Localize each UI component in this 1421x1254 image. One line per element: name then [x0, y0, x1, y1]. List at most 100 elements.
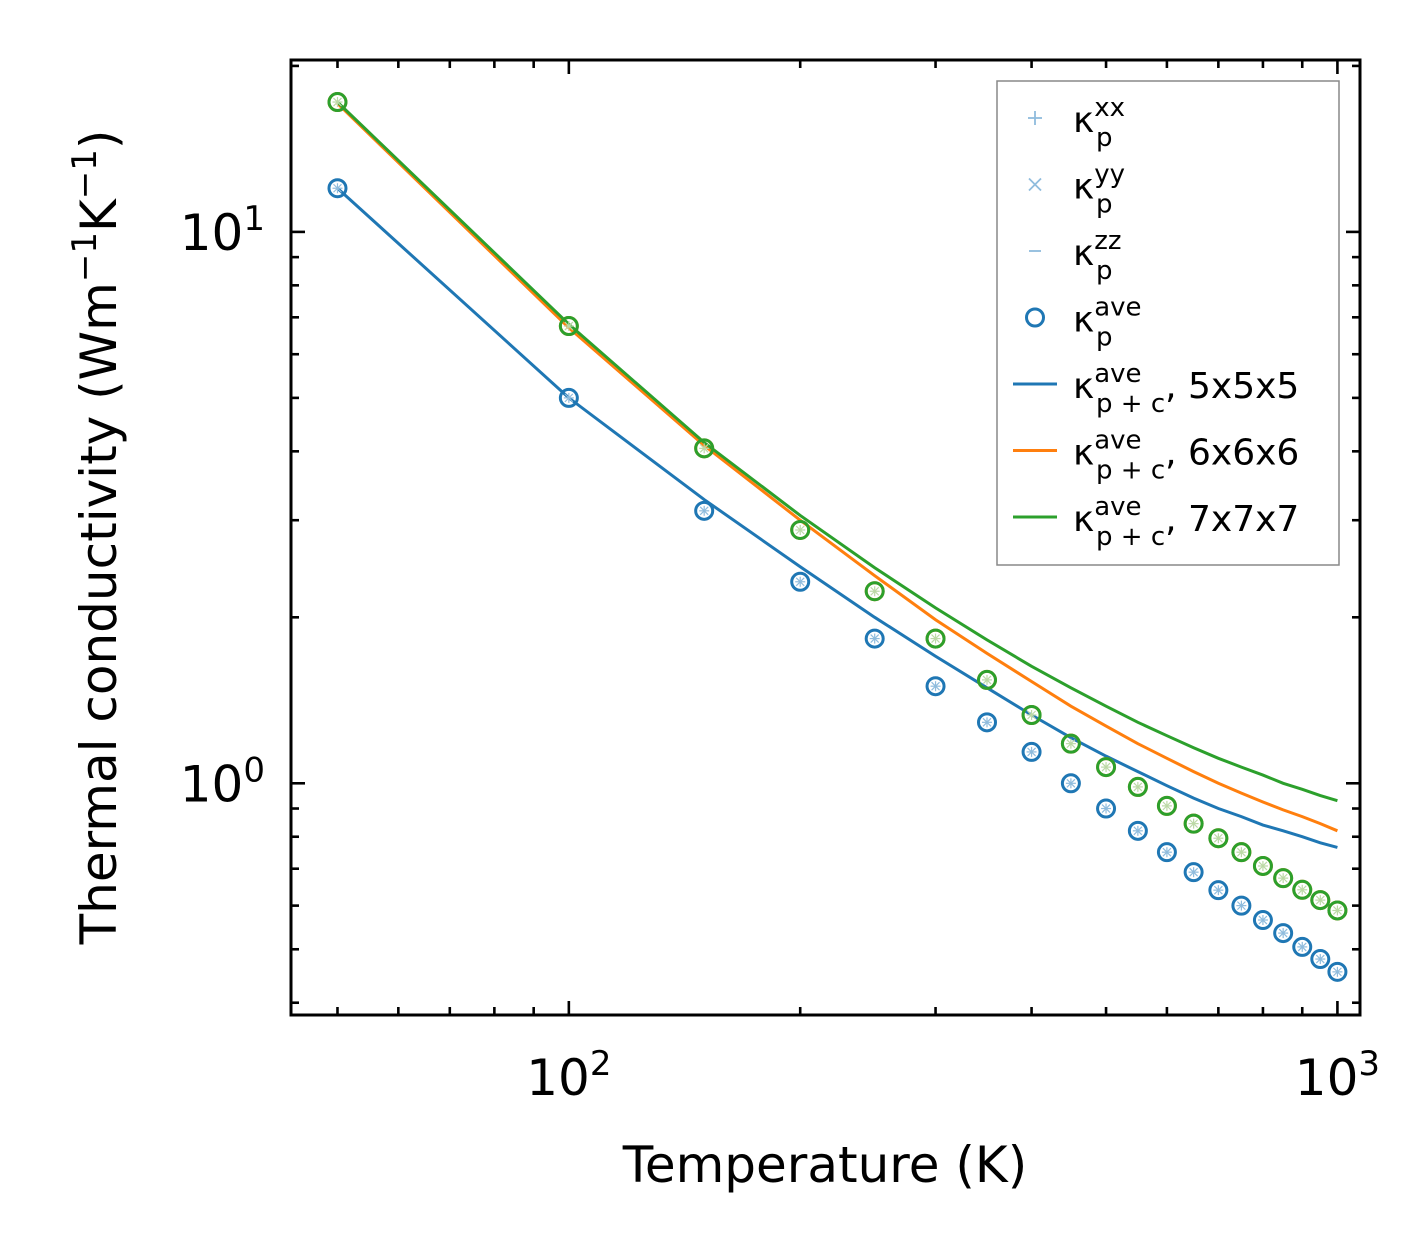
y-axis-label-m-exponent: −1	[65, 232, 105, 282]
data-point-x-b	[1162, 847, 1172, 857]
data-point-circle	[1292, 879, 1313, 900]
data-point-circle	[1060, 773, 1081, 794]
data-point-x-b	[1133, 782, 1143, 792]
data-point-circle	[1021, 705, 1042, 726]
data-point-x-b	[931, 634, 940, 644]
data-point-circle	[1310, 949, 1331, 970]
data-point-x-b	[931, 681, 940, 691]
data-point-circle	[1060, 733, 1081, 754]
data-point-circle	[1252, 855, 1273, 876]
legend-label: κave p + c, 6x6x6	[1073, 426, 1299, 486]
data-point-circle	[1327, 900, 1348, 921]
data-point-x-b	[699, 506, 709, 516]
data-point-x-b	[1332, 967, 1342, 977]
data-point-x-b	[1162, 801, 1172, 811]
data-point-circle	[1273, 868, 1294, 889]
y-tick-label: 100	[180, 750, 265, 813]
data-point-x-b	[1278, 928, 1288, 938]
data-point-x-b	[795, 577, 805, 587]
data-point-circle	[790, 519, 811, 540]
data-point-x-b	[1213, 885, 1223, 895]
series-line-7x7x7	[336, 100, 1338, 803]
data-point-x-b	[1258, 861, 1268, 871]
y-tick-label: 101	[180, 199, 265, 262]
data-point-circle	[694, 438, 715, 459]
data-point-x-b	[982, 675, 992, 685]
data-point-circle	[1208, 828, 1229, 849]
data-point-x-b	[564, 393, 574, 403]
y-axis-label-main: Thermal conductivity (Wm	[70, 282, 128, 945]
data-point-circle	[558, 316, 579, 337]
legend-frame	[996, 80, 1340, 566]
data-point-x-b	[870, 634, 880, 644]
data-point-x-b	[564, 321, 574, 331]
data-point-x-b	[1066, 778, 1076, 788]
data-point-x-b	[1189, 819, 1199, 829]
data-point-x-b	[1258, 915, 1268, 925]
series-line-5x5x5	[336, 187, 1338, 849]
data-point-circle	[1183, 862, 1204, 883]
legend-label: κave p	[1073, 293, 1142, 353]
axes-frame	[289, 58, 1362, 1017]
data-point-x-b	[1213, 833, 1223, 843]
x-axis-label: Temperature (K)	[622, 1136, 1027, 1194]
data-point-x-b	[1027, 710, 1036, 720]
data-point-x-b	[1297, 942, 1307, 952]
data-point-circle	[864, 581, 885, 602]
legend-label: κave p + c, 7x7x7	[1073, 492, 1299, 552]
legend-marker-circle	[1025, 307, 1045, 328]
data-point-x-b	[982, 717, 992, 727]
data-point-circle	[1231, 842, 1252, 863]
data-point-circle	[977, 669, 998, 690]
data-point-x-b	[795, 525, 805, 535]
data-point-circle	[1252, 910, 1273, 931]
data-point-x-b	[1189, 867, 1199, 877]
legend-marker-x-b	[1028, 177, 1042, 192]
data-point-x-b	[1236, 847, 1246, 857]
data-point-circle	[977, 712, 998, 733]
data-point-x-b	[1236, 901, 1246, 911]
data-point-x-b	[1101, 804, 1111, 813]
data-point-circle	[1127, 776, 1148, 797]
x-tick-label: 102	[526, 1044, 611, 1107]
data-point-circle	[1156, 795, 1177, 816]
data-point-circle	[1208, 880, 1229, 901]
data-point-x-b	[1297, 885, 1307, 895]
data-point-circle	[327, 178, 348, 199]
data-point-x-b	[870, 586, 880, 596]
data-point-x-b	[699, 443, 709, 453]
data-point-circle	[925, 676, 946, 697]
data-point-x-b	[1101, 762, 1111, 772]
data-point-circle	[1327, 961, 1348, 982]
data-point-circle	[327, 92, 348, 113]
data-point-circle	[1021, 741, 1042, 762]
y-axis-label-close: )	[70, 130, 128, 150]
axis-ticks: 102 103 100 101	[180, 60, 1380, 1107]
y-axis-label: Thermal conductivity (Wm−1K−1)	[65, 130, 128, 946]
data-point-circle	[864, 628, 885, 649]
x-tick-label: 103	[1295, 1044, 1380, 1107]
legend-label: κxx p	[1073, 93, 1125, 153]
data-point-circle	[1096, 757, 1117, 778]
data-point-circle	[694, 500, 715, 521]
data-point-x-b	[1278, 873, 1288, 883]
data-point-x-b	[333, 183, 342, 193]
data-point-x-b	[1315, 954, 1325, 964]
data-point-x-b	[1027, 747, 1036, 757]
y-axis-label-k: K	[70, 198, 128, 232]
data-point-x-b	[1066, 739, 1076, 749]
data-point-circle	[1231, 895, 1252, 916]
legend-label: κyy p	[1073, 160, 1125, 220]
data-point-x-b	[1332, 906, 1342, 915]
data-point-circle	[1096, 798, 1117, 819]
legend-label: κzz p	[1073, 226, 1122, 286]
data-point-circle	[1183, 813, 1204, 834]
y-axis-label-k-exponent: −1	[65, 149, 105, 199]
data-point-circle	[558, 387, 579, 408]
data-point-x-b	[1315, 895, 1325, 905]
data-point-circle	[1292, 936, 1313, 957]
data-point-x-b	[1133, 826, 1143, 836]
data-point-circle	[925, 628, 946, 649]
